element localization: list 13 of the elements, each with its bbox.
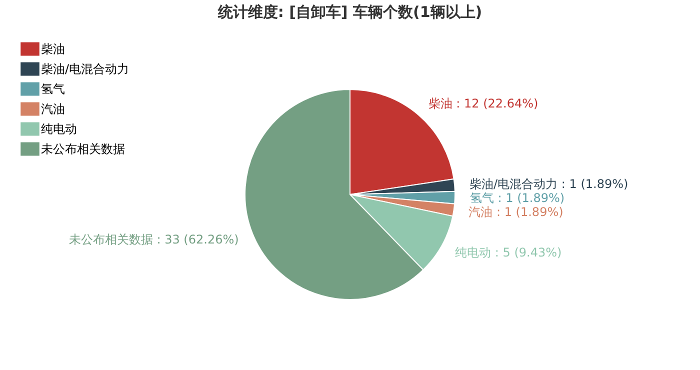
data-label: 未公布相关数据 : 33 (62.26%): [68, 232, 239, 247]
data-label: 柴油/电混合动力 : 1 (1.89%): [470, 176, 628, 191]
legend-label: 柴油/电混合动力: [41, 62, 130, 76]
legend-label: 柴油: [41, 42, 65, 56]
chart-title: 统计维度: [自卸车] 车辆个数(1辆以上): [216, 3, 482, 21]
legend-label: 未公布相关数据: [41, 142, 125, 156]
legend-label: 氢气: [41, 82, 65, 96]
data-label: 柴油 : 12 (22.64%): [428, 96, 538, 111]
legend-label: 汽油: [41, 102, 65, 116]
data-label: 氢气 : 1 (1.89%): [470, 191, 565, 206]
data-label: 汽油 : 1 (1.89%): [468, 205, 564, 220]
data-label: 纯电动 : 5 (9.43%): [455, 245, 562, 260]
legend-label: 纯电动: [41, 122, 77, 136]
